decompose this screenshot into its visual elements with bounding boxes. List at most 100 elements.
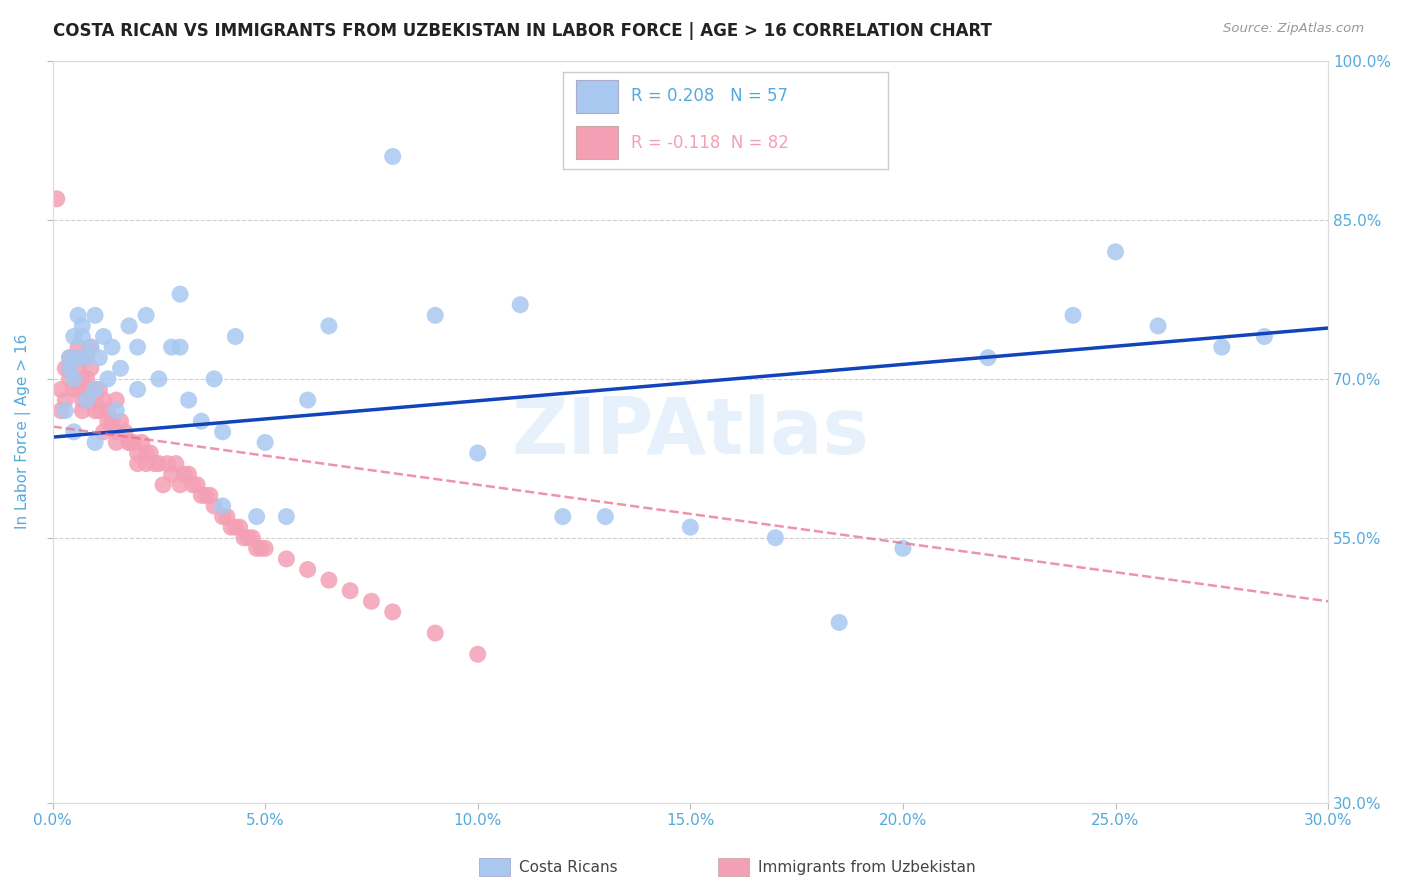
Point bbox=[891, 541, 914, 556]
Point bbox=[84, 309, 107, 323]
Point bbox=[224, 329, 246, 343]
Point bbox=[228, 520, 250, 534]
Point bbox=[190, 414, 212, 428]
Point bbox=[763, 531, 786, 545]
Point bbox=[122, 435, 145, 450]
Point bbox=[84, 435, 107, 450]
Point bbox=[127, 457, 149, 471]
Point bbox=[152, 477, 174, 491]
Point bbox=[595, 509, 617, 524]
Point bbox=[72, 351, 94, 365]
Point bbox=[58, 361, 80, 376]
Point bbox=[62, 351, 84, 365]
Point bbox=[211, 425, 233, 439]
Point bbox=[62, 329, 84, 343]
Point bbox=[219, 520, 242, 534]
Point bbox=[215, 509, 238, 524]
Point bbox=[62, 383, 84, 397]
Point bbox=[80, 361, 103, 376]
Point bbox=[160, 467, 183, 482]
Point bbox=[72, 403, 94, 417]
Point bbox=[53, 403, 76, 417]
Point bbox=[93, 329, 115, 343]
Point bbox=[76, 372, 98, 386]
Point bbox=[76, 392, 98, 407]
Point bbox=[160, 340, 183, 354]
Point bbox=[165, 457, 187, 471]
Point bbox=[118, 318, 141, 333]
Point bbox=[58, 351, 80, 365]
Point bbox=[232, 531, 254, 545]
Text: Costa Ricans: Costa Ricans bbox=[519, 860, 617, 874]
Text: Immigrants from Uzbekistan: Immigrants from Uzbekistan bbox=[758, 860, 976, 874]
Point bbox=[45, 192, 67, 206]
Point bbox=[127, 383, 149, 397]
Point bbox=[177, 467, 200, 482]
Point bbox=[467, 446, 489, 460]
Point bbox=[1104, 244, 1126, 259]
Point bbox=[76, 392, 98, 407]
Point bbox=[110, 361, 132, 376]
Point bbox=[339, 583, 361, 598]
Point bbox=[93, 392, 115, 407]
Point bbox=[53, 392, 76, 407]
Point bbox=[105, 403, 128, 417]
Point bbox=[194, 488, 217, 502]
Point bbox=[84, 403, 107, 417]
Point bbox=[49, 403, 72, 417]
Point bbox=[127, 340, 149, 354]
Point bbox=[105, 425, 128, 439]
Point bbox=[89, 403, 111, 417]
Point bbox=[173, 467, 195, 482]
Point bbox=[84, 383, 107, 397]
Point bbox=[80, 383, 103, 397]
Point bbox=[202, 372, 225, 386]
Point bbox=[105, 392, 128, 407]
Point bbox=[110, 414, 132, 428]
Point bbox=[297, 562, 319, 576]
Point bbox=[62, 372, 84, 386]
Point bbox=[236, 531, 259, 545]
Text: COSTA RICAN VS IMMIGRANTS FROM UZBEKISTAN IN LABOR FORCE | AGE > 16 CORRELATION : COSTA RICAN VS IMMIGRANTS FROM UZBEKISTA… bbox=[53, 22, 993, 40]
Point bbox=[254, 435, 277, 450]
Point bbox=[148, 372, 170, 386]
Point bbox=[58, 361, 80, 376]
Point bbox=[135, 446, 157, 460]
Point bbox=[169, 477, 191, 491]
Point bbox=[224, 520, 246, 534]
Y-axis label: In Labor Force | Age > 16: In Labor Force | Age > 16 bbox=[15, 334, 31, 530]
Point bbox=[84, 392, 107, 407]
Point bbox=[135, 457, 157, 471]
Point bbox=[318, 573, 340, 587]
Point bbox=[114, 425, 136, 439]
Point bbox=[76, 351, 98, 365]
Point bbox=[97, 403, 120, 417]
Point bbox=[84, 383, 107, 397]
Point bbox=[425, 309, 447, 323]
Point bbox=[181, 477, 204, 491]
Point bbox=[211, 509, 233, 524]
Point bbox=[97, 372, 120, 386]
Point bbox=[318, 318, 340, 333]
Point bbox=[118, 435, 141, 450]
Point bbox=[169, 287, 191, 301]
Point bbox=[186, 477, 208, 491]
Point bbox=[148, 457, 170, 471]
Point bbox=[240, 531, 263, 545]
Point bbox=[551, 509, 574, 524]
Point bbox=[425, 626, 447, 640]
Text: ZIPAtlas: ZIPAtlas bbox=[512, 394, 869, 470]
Point bbox=[169, 340, 191, 354]
Point bbox=[254, 541, 277, 556]
Point bbox=[67, 383, 90, 397]
Point bbox=[1147, 318, 1170, 333]
Point bbox=[679, 520, 702, 534]
Point bbox=[93, 425, 115, 439]
Point bbox=[211, 499, 233, 513]
Point bbox=[72, 392, 94, 407]
Point bbox=[76, 351, 98, 365]
Point bbox=[67, 351, 90, 365]
Point bbox=[62, 425, 84, 439]
Point bbox=[467, 647, 489, 661]
Point bbox=[101, 340, 124, 354]
